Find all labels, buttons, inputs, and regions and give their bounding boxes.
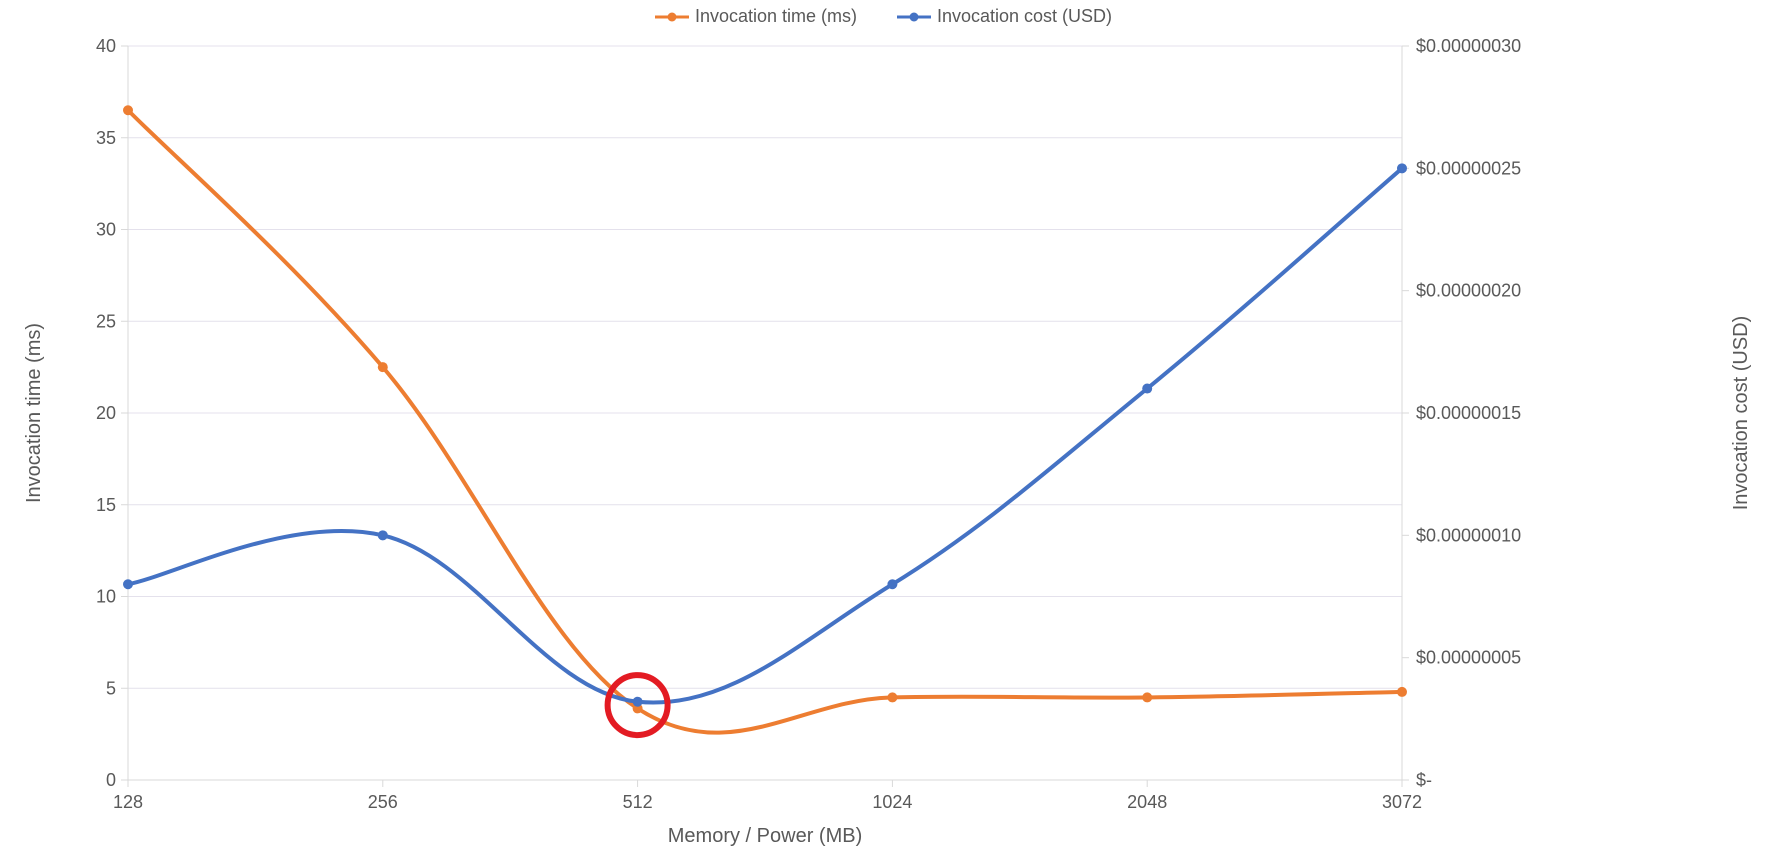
svg-text:25: 25 [96,311,116,331]
chart-svg: 0 5 10 15 20 25 30 35 40 $- $0.00000005 $0.00000010… [0,0,1767,861]
svg-text:1024: 1024 [872,792,912,812]
svg-text:Memory / Power (MB): Memory / Power (MB) [668,825,862,847]
svg-text:30: 30 [96,220,116,240]
svg-text:128: 128 [113,792,143,812]
svg-text:256: 256 [368,792,398,812]
svg-text:512: 512 [623,792,653,812]
chart-container: Invocation time (ms) Invocation cost (US… [0,0,1767,861]
legend-label-time: Invocation time (ms) [695,6,857,27]
svg-text:10: 10 [96,587,116,607]
legend-item-time: Invocation time (ms) [655,6,857,27]
svg-text:2048: 2048 [1127,792,1167,812]
svg-text:$0.00000005: $0.00000005 [1416,648,1521,668]
svg-text:$-: $- [1416,770,1432,790]
legend-label-cost: Invocation cost (USD) [937,6,1112,27]
svg-text:$0.00000030: $0.00000030 [1416,36,1521,56]
svg-text:Invocation cost (USD): Invocation cost (USD) [1730,316,1752,511]
svg-text:40: 40 [96,36,116,56]
svg-text:$0.00000015: $0.00000015 [1416,403,1521,423]
svg-text:$0.00000020: $0.00000020 [1416,281,1521,301]
legend-swatch-time [655,7,689,27]
svg-text:5: 5 [106,678,116,698]
svg-text:15: 15 [96,495,116,515]
svg-text:20: 20 [96,403,116,423]
svg-text:0: 0 [106,770,116,790]
svg-text:3072: 3072 [1382,792,1422,812]
legend: Invocation time (ms) Invocation cost (US… [0,0,1767,27]
svg-text:$0.00000010: $0.00000010 [1416,525,1521,545]
legend-dot-cost [909,12,918,21]
legend-swatch-cost [897,7,931,27]
legend-item-cost: Invocation cost (USD) [897,6,1112,27]
legend-dot-time [667,12,676,21]
svg-text:Invocation time (ms): Invocation time (ms) [23,323,45,503]
svg-text:$0.00000025: $0.00000025 [1416,158,1521,178]
svg-text:35: 35 [96,128,116,148]
